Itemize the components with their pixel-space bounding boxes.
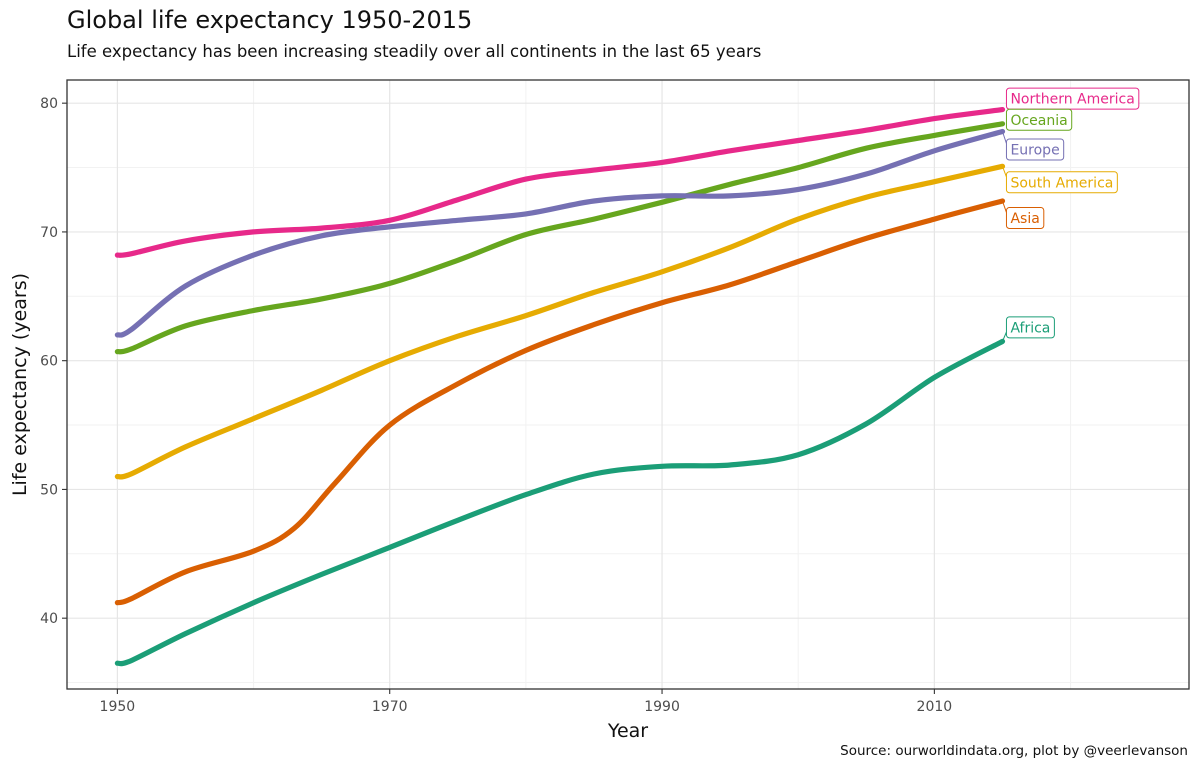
- y-tick-label: 70: [40, 225, 58, 241]
- source-caption: Source: ourworldindata.org, plot by @vee…: [840, 743, 1188, 759]
- series-layer: [114, 107, 1006, 667]
- series-label-europe: Europe: [1001, 131, 1065, 161]
- series-line-oceania: [114, 121, 1006, 355]
- chart-subtitle: Life expectancy has been increasing stea…: [67, 42, 762, 61]
- series-line-europe: [114, 128, 1006, 338]
- series-label-south-america: South America: [1001, 166, 1118, 194]
- label-box: [1005, 108, 1073, 131]
- label-box: [1005, 171, 1118, 194]
- chart-title: Global life expectancy 1950-2015: [67, 6, 473, 34]
- label-text: South America: [1010, 175, 1113, 191]
- panel-border: [66, 79, 1190, 690]
- y-axis-title: Life expectancy (years): [9, 273, 31, 496]
- y-tick-label: 80: [40, 96, 58, 112]
- series-line-africa: [114, 338, 1006, 667]
- label-box: [1005, 138, 1065, 161]
- y-tick-label: 50: [40, 482, 58, 498]
- series-line-northern-america: [114, 107, 1006, 258]
- x-tick-label: 1970: [372, 699, 408, 715]
- tick-layer: 1950 1970 1990 2010 40 50 60 70 80: [40, 96, 952, 715]
- label-box: [1005, 207, 1045, 230]
- label-text: Europe: [1010, 143, 1059, 159]
- series-line-asia: [114, 198, 1006, 606]
- series-label-africa: Africa: [1001, 316, 1055, 342]
- label-layer: Northern America Oceania Europe South Ameri…: [1001, 87, 1140, 342]
- label-text: Northern America: [1010, 92, 1134, 108]
- series-label-asia: Asia: [1001, 200, 1045, 230]
- y-tick-label: 40: [40, 611, 58, 627]
- x-axis-title: Year: [607, 720, 648, 742]
- label-text: Asia: [1010, 211, 1039, 227]
- label-box: [1005, 87, 1140, 110]
- y-tick-label: 60: [40, 354, 58, 370]
- x-tick-label: 1990: [644, 699, 680, 715]
- x-tick-label: 1950: [100, 699, 136, 715]
- label-text: Oceania: [1010, 113, 1067, 129]
- label-text: Africa: [1010, 320, 1050, 336]
- label-box: [1005, 316, 1055, 339]
- series-label-oceania: Oceania: [1005, 108, 1073, 131]
- series-line-south-america: [114, 163, 1006, 480]
- x-tick-label: 2010: [917, 699, 953, 715]
- series-label-northern-america: Northern America: [1005, 87, 1140, 110]
